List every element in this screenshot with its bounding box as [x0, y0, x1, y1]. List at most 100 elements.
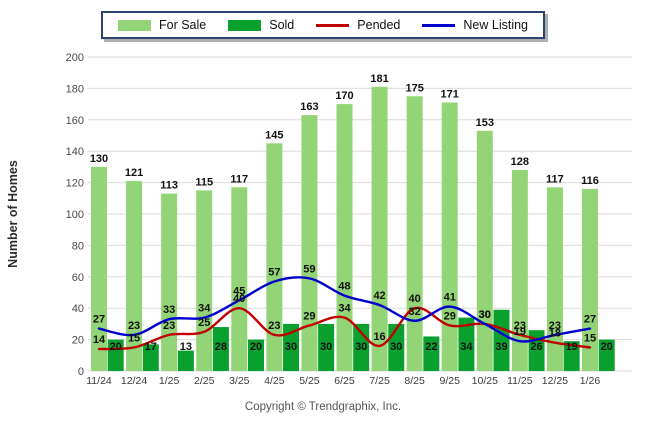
- for-sale-swatch: [117, 19, 151, 31]
- homes-trend-chart: 0 20 40 60 80 100 120 140 160 180 200 Number of Hom…: [6, 52, 632, 387]
- label-for-sale-9/25: 171: [441, 89, 459, 101]
- legend-item-pended: Pended: [316, 18, 400, 32]
- ytick-120: 120: [66, 178, 84, 190]
- label-new-listing-11/25: 19: [514, 326, 526, 338]
- label-for-sale-11/24: 130: [90, 153, 108, 165]
- bar-for-sale-9/25: [441, 102, 458, 371]
- label-pended-1/25: 23: [163, 320, 175, 332]
- xtick-8/25: 8/25: [404, 375, 425, 387]
- label-pended-2/25: 25: [198, 317, 210, 329]
- ytick-40: 40: [72, 303, 84, 315]
- chart-legend: For Sale Sold Pended New Listing: [100, 11, 546, 39]
- bar-for-sale-11/25: [511, 170, 528, 371]
- legend-label-new-listing: New Listing: [463, 18, 529, 32]
- bar-for-sale-1/25: [161, 193, 178, 371]
- bar-for-sale-7/25: [371, 86, 388, 371]
- bar-for-sale-11/24: [91, 166, 107, 371]
- label-sold-2/25: 28: [215, 341, 227, 353]
- label-sold-4/25: 30: [285, 341, 297, 353]
- label-new-listing-1/25: 33: [163, 304, 175, 316]
- ytick-180: 180: [66, 83, 84, 95]
- bar-for-sale-10/25: [476, 130, 493, 371]
- label-pended-11/24: 14: [93, 334, 106, 346]
- ytick-80: 80: [72, 240, 84, 252]
- label-sold-5/25: 30: [320, 341, 332, 353]
- label-new-listing-1/26: 27: [584, 314, 596, 326]
- label-sold-11/25: 26: [530, 341, 542, 353]
- bar-sold-12/24: [142, 344, 159, 371]
- label-new-listing-5/25: 59: [303, 263, 315, 275]
- label-for-sale-12/25: 117: [546, 173, 564, 185]
- bar-sold-9/25: [458, 317, 475, 371]
- label-new-listing-12/24: 23: [128, 320, 140, 332]
- label-for-sale-11/25: 128: [511, 156, 529, 168]
- xtick-11/25: 11/25: [507, 375, 533, 387]
- xtick-1/26: 1/26: [580, 375, 601, 387]
- bar-sold-12/25: [563, 341, 580, 371]
- pended-line-swatch: [316, 23, 350, 27]
- label-pended-8/25: 40: [409, 293, 421, 305]
- label-sold-12/25: 19: [566, 341, 578, 353]
- bar-sold-4/25: [283, 323, 300, 371]
- bar-for-sale-2/25: [196, 190, 213, 371]
- label-for-sale-2/25: 115: [195, 176, 213, 188]
- label-pended-3/25: 40: [233, 293, 245, 305]
- xtick-2/25: 2/25: [194, 375, 215, 387]
- legend-label-sold: Sold: [269, 18, 295, 32]
- label-pended-11/25: 23: [514, 320, 526, 332]
- ytick-100: 100: [66, 209, 84, 221]
- label-for-sale-1/25: 113: [160, 180, 178, 192]
- xtick-9/25: 9/25: [439, 375, 460, 387]
- label-new-listing-12/25: 23: [549, 320, 561, 332]
- label-new-listing-7/25: 42: [373, 290, 385, 302]
- xtick-7/25: 7/25: [369, 375, 390, 387]
- label-pended-12/25: 18: [549, 328, 561, 340]
- label-pended-7/25: 16: [373, 331, 385, 343]
- y-axis-label: Number of Homes: [6, 160, 20, 268]
- label-pended-12/24: 15: [128, 332, 140, 344]
- xtick-1/25: 1/25: [159, 375, 180, 387]
- bar-sold-5/25: [318, 323, 335, 371]
- legend-label-pended: Pended: [357, 18, 401, 32]
- label-new-listing-6/25: 48: [338, 281, 350, 293]
- label-pended-10/25: 30: [479, 309, 491, 321]
- xtick-6/25: 6/25: [334, 375, 355, 387]
- label-pended-4/25: 23: [268, 320, 280, 332]
- label-for-sale-5/25: 163: [300, 101, 318, 113]
- label-sold-9/25: 34: [460, 341, 473, 353]
- label-pended-9/25: 29: [444, 310, 456, 322]
- label-sold-12/24: 17: [145, 341, 157, 353]
- label-for-sale-8/25: 175: [405, 82, 423, 94]
- label-new-listing-2/25: 34: [198, 303, 211, 315]
- label-sold-1/26: 20: [601, 341, 613, 353]
- line-pended: [97, 306, 592, 351]
- label-new-listing-4/25: 57: [268, 267, 280, 279]
- bar-for-sale-3/25: [231, 187, 248, 371]
- label-sold-3/25: 20: [250, 341, 262, 353]
- bar-for-sale-12/24: [126, 181, 143, 371]
- label-for-sale-12/24: 121: [125, 167, 143, 179]
- bar-sold-1/25: [177, 350, 194, 371]
- legend-item-for-sale: For Sale: [117, 18, 206, 32]
- label-sold-7/25: 30: [390, 341, 402, 353]
- label-new-listing-3/25: 45: [233, 285, 245, 297]
- label-pended-5/25: 29: [303, 310, 315, 322]
- ytick-200: 200: [66, 52, 84, 64]
- bar-for-sale-5/25: [301, 115, 318, 371]
- xtick-11/24: 11/24: [86, 375, 112, 387]
- label-for-sale-10/25: 153: [476, 117, 494, 129]
- label-sold-6/25: 30: [355, 341, 367, 353]
- xtick-3/25: 3/25: [229, 375, 250, 387]
- new-listing-line-swatch: [422, 23, 456, 27]
- bar-sold-10/25: [493, 309, 510, 371]
- label-for-sale-1/26: 116: [581, 175, 599, 187]
- sold-swatch: [228, 19, 262, 31]
- label-for-sale-4/25: 145: [265, 129, 283, 141]
- bar-for-sale-8/25: [406, 96, 423, 371]
- legend-item-sold: Sold: [228, 18, 294, 32]
- xtick-5/25: 5/25: [299, 375, 320, 387]
- label-new-listing-9/25: 41: [444, 292, 456, 304]
- label-sold-11/24: 20: [110, 341, 122, 353]
- label-sold-8/25: 22: [425, 341, 437, 353]
- bar-sold-8/25: [423, 336, 440, 371]
